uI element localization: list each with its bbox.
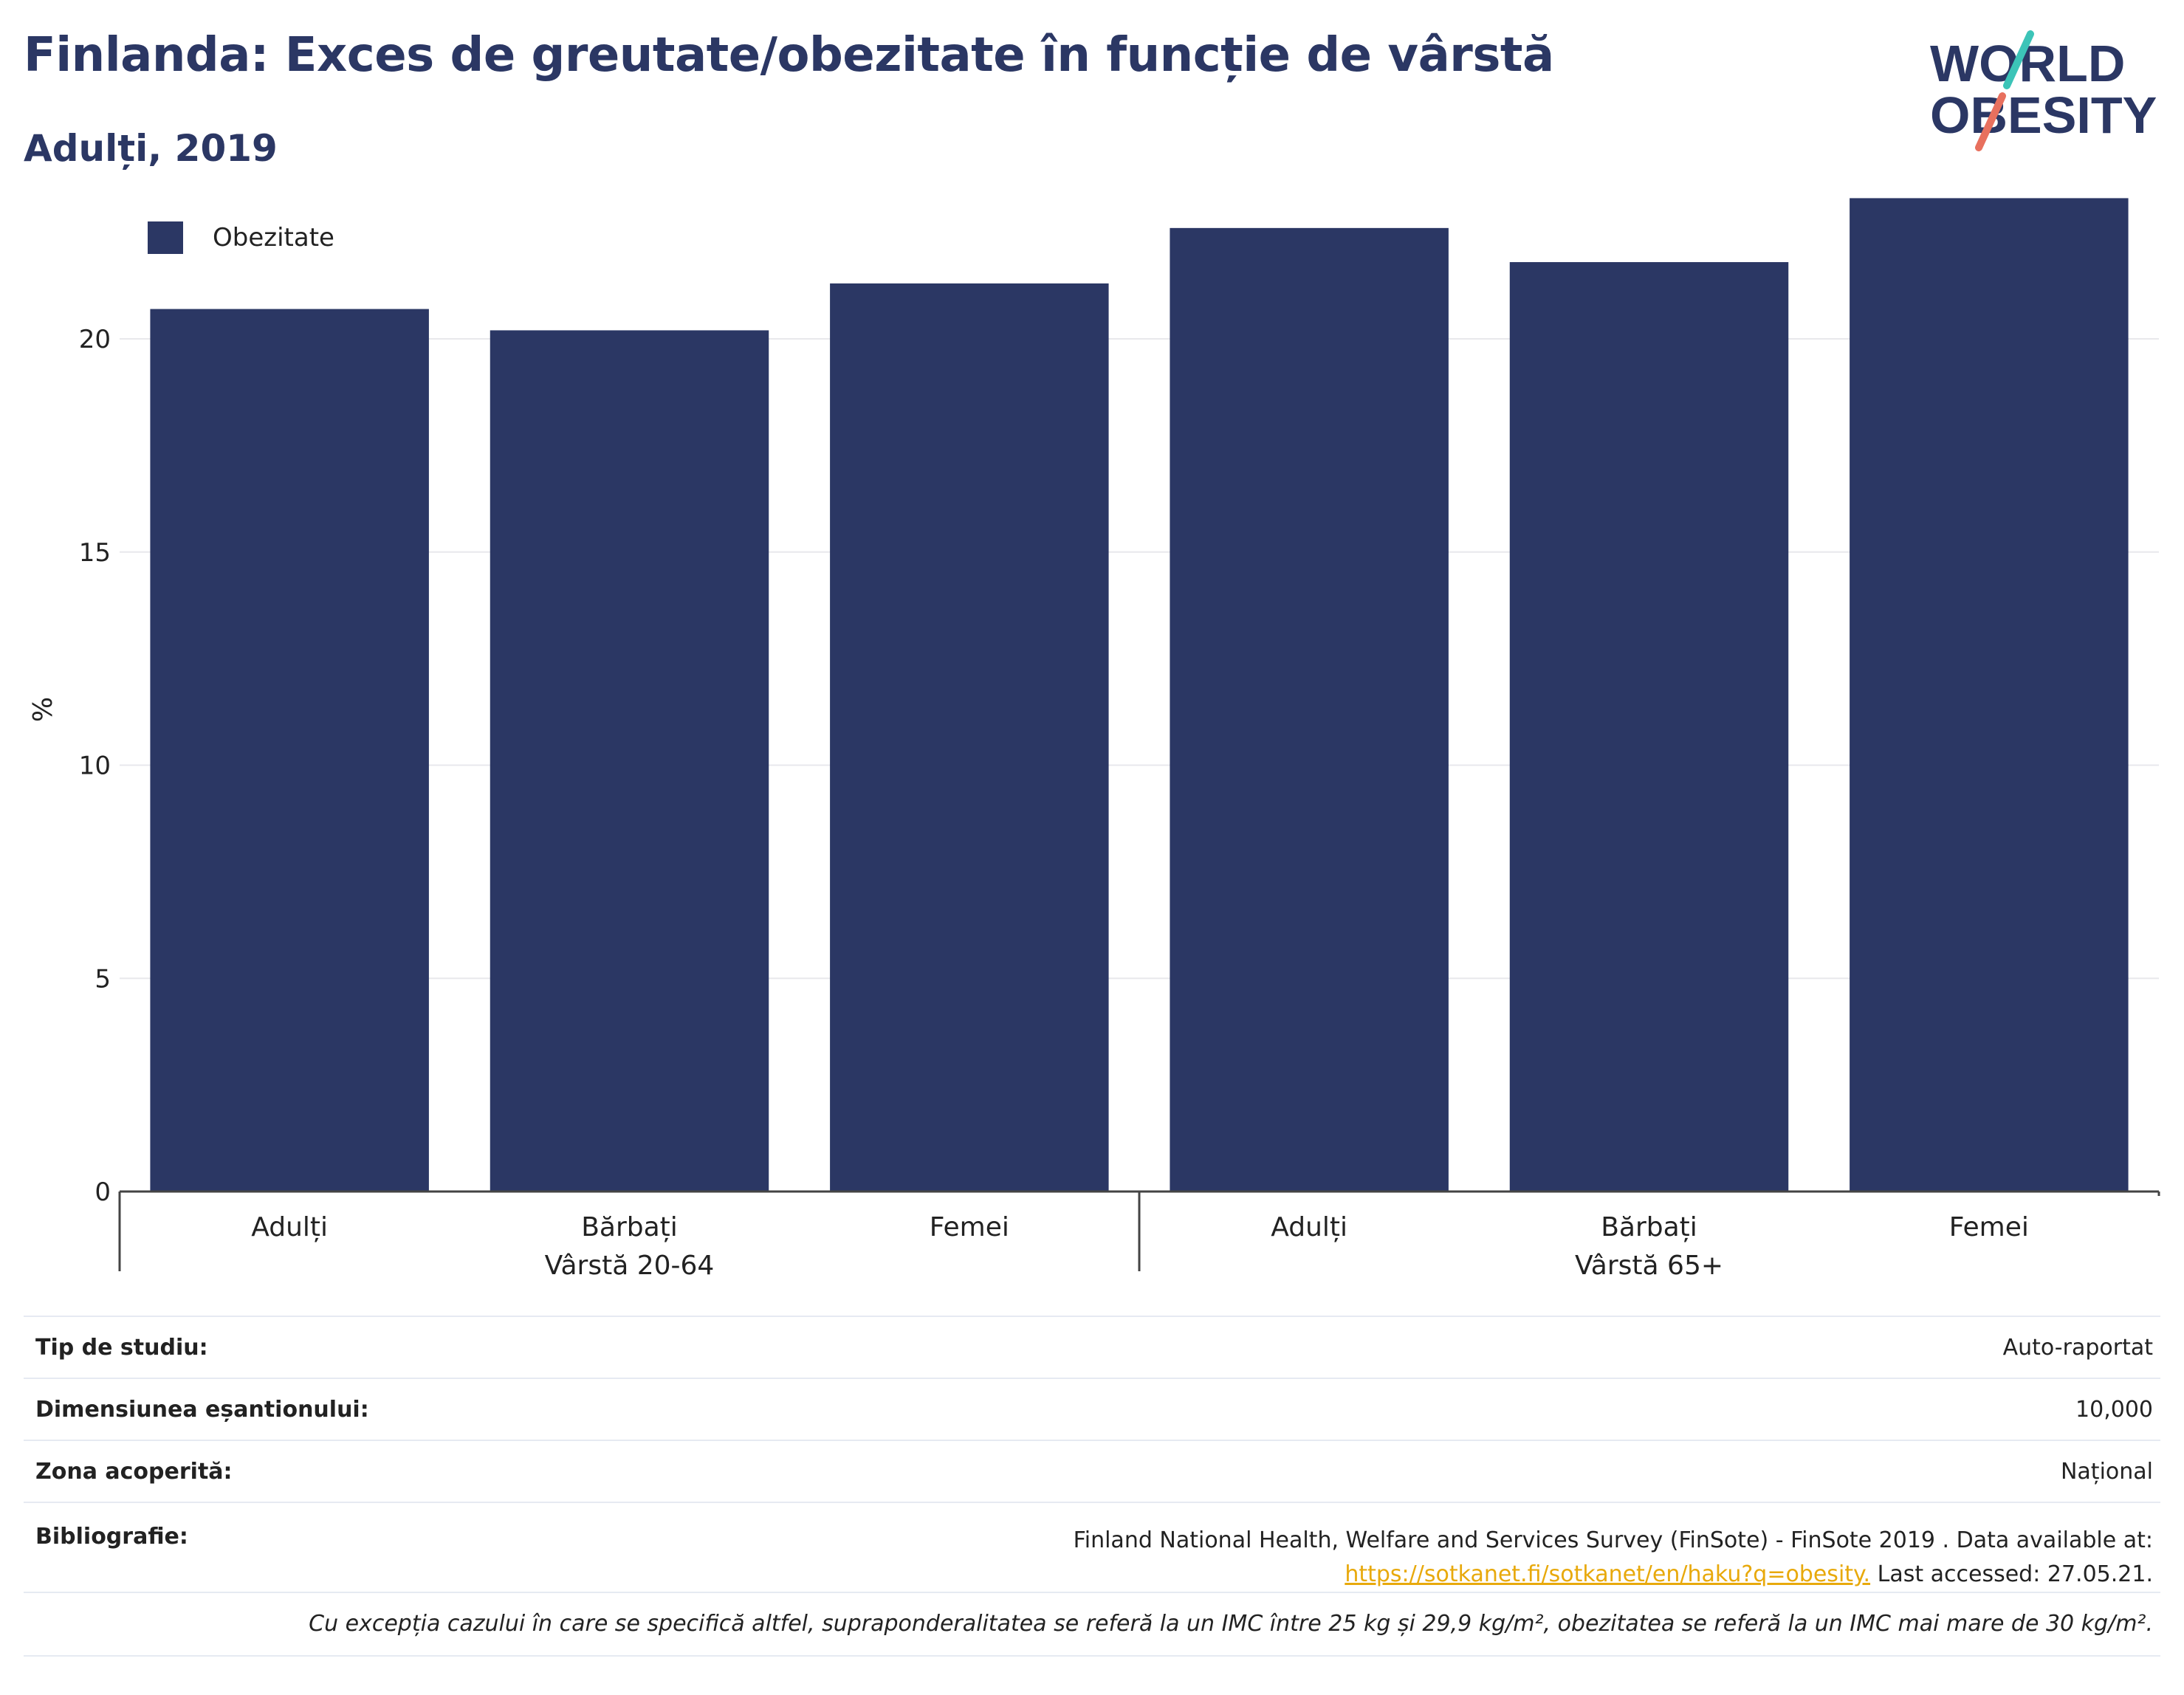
bar-4	[1170, 227, 1449, 1192]
sample-label: Dimensiunea eșantionului:	[35, 1396, 369, 1423]
x-category-label: Bărbați	[581, 1212, 678, 1242]
chart-title: Finlanda: Exces de greutate/obezitate în…	[24, 28, 1554, 83]
x-category-label: Bărbați	[1601, 1212, 1697, 1242]
legend-label: Obezitate	[213, 223, 334, 252]
info-row-coverage: Zona acoperită: Național	[24, 1440, 2160, 1502]
y-tick-label: 10	[79, 752, 111, 781]
world-obesity-logo: WORLD OBESITY	[1930, 30, 2157, 151]
bar-chart: 0 5 10 15 20% Adulți Bărbați Femei Adulți Bărbați…	[28, 198, 2160, 1281]
footnote: Cu excepția cazului în care se specifică…	[24, 1592, 2160, 1657]
bibliography-link[interactable]: https://sotkanet.fi/sotkanet/en/haku?q=o…	[1345, 1561, 1871, 1587]
coverage-label: Zona acoperită:	[35, 1458, 233, 1485]
coverage-value: Național	[2060, 1458, 2153, 1485]
y-tick-label: 5	[95, 964, 111, 994]
bar-5	[1509, 262, 1789, 1192]
study-type-value: Auto-raportat	[2002, 1334, 2153, 1361]
x-group-label: Vârstă 65+	[1575, 1251, 1723, 1281]
bar-2	[490, 330, 769, 1192]
bibliography-suffix: Last accessed: 27.05.21.	[1870, 1561, 2153, 1587]
y-tick-label: 20	[79, 325, 111, 354]
bibliography-label: Bibliografie:	[35, 1524, 188, 1550]
x-group-label: Vârstă 20-64	[545, 1251, 715, 1281]
info-row-bibliography: Bibliografie: Finland National Health, W…	[24, 1502, 2160, 1592]
x-category-label: Adulți	[251, 1212, 328, 1242]
x-category-label: Femei	[930, 1212, 1009, 1242]
bar-3	[830, 283, 1109, 1192]
x-category-label: Femei	[1949, 1212, 2029, 1242]
y-tick-label: 0	[95, 1177, 111, 1207]
info-row-sample: Dimensiunea eșantionului: 10,000	[24, 1378, 2160, 1440]
bibliography-value: Finland National Health, Welfare and Ser…	[1074, 1524, 2160, 1592]
bar-6	[1850, 198, 2129, 1192]
legend-swatch	[148, 221, 183, 254]
info-row-study-type: Tip de studiu: Auto-raportat	[24, 1316, 2160, 1378]
sample-value: 10,000	[2075, 1396, 2153, 1423]
logo-line2: OBESITY	[1930, 86, 2157, 144]
chart-subtitle: Adulți, 2019	[24, 127, 278, 170]
y-tick-label: 15	[79, 538, 111, 568]
bibliography-text: Finland National Health, Welfare and Ser…	[1073, 1527, 2153, 1553]
study-type-label: Tip de studiu:	[35, 1334, 208, 1361]
info-table: Tip de studiu: Auto-raportat Dimensiunea…	[24, 1316, 2160, 1657]
y-axis-label: %	[28, 697, 58, 722]
x-category-label: Adulți	[1271, 1212, 1347, 1242]
bar-1	[150, 309, 429, 1192]
legend: Obezitate	[148, 221, 334, 254]
